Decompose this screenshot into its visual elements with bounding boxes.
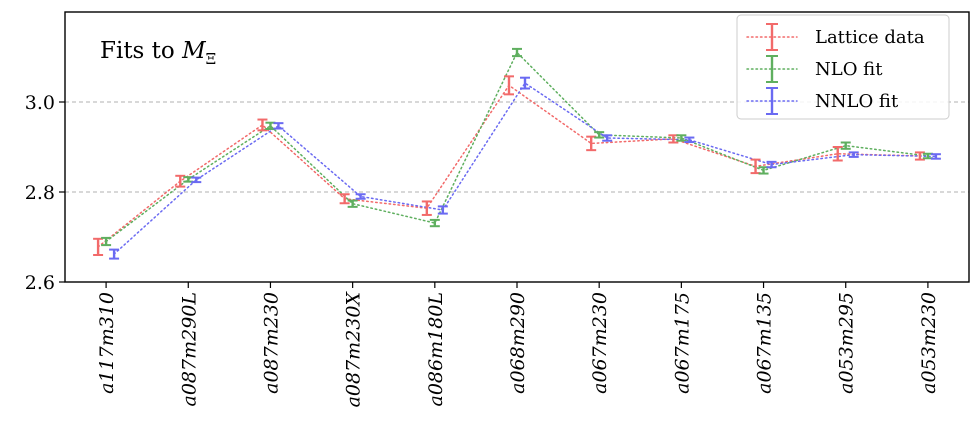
legend-item: NNLO fit bbox=[746, 87, 899, 115]
error-bar bbox=[191, 176, 202, 184]
error-bar bbox=[429, 218, 440, 228]
x-tick-label: a067m135 bbox=[754, 292, 776, 394]
legend-label: Lattice data bbox=[815, 27, 925, 48]
error-bar bbox=[421, 200, 432, 216]
x-tick-label: a117m310 bbox=[96, 292, 118, 394]
y-axis: 2.6 2.8 3.0 bbox=[25, 92, 65, 294]
series-line bbox=[105, 51, 929, 243]
y-tick-label: 3.0 bbox=[25, 92, 55, 114]
x-tick-label: a053m295 bbox=[836, 292, 858, 394]
error-bar bbox=[676, 134, 687, 142]
x-tick-label: a067m230 bbox=[589, 292, 611, 394]
error-bar bbox=[504, 75, 514, 96]
legend-label: NLO fit bbox=[815, 59, 883, 80]
legend-item: Lattice data bbox=[746, 23, 925, 51]
error-bar bbox=[273, 122, 284, 130]
series-line bbox=[113, 82, 937, 255]
grid bbox=[65, 101, 969, 193]
error-bar bbox=[766, 160, 777, 169]
error-bar bbox=[355, 193, 366, 200]
error-bars bbox=[93, 47, 941, 260]
legend-item: NLO fit bbox=[746, 55, 883, 83]
error-bar bbox=[832, 146, 843, 162]
error-bar bbox=[930, 153, 941, 160]
x-tick-label: a087m290L bbox=[178, 292, 200, 407]
x-tick-label: a086m180L bbox=[425, 292, 447, 407]
error-bar bbox=[175, 174, 186, 188]
error-bar bbox=[109, 248, 120, 260]
annotation-subscript: Ξ bbox=[206, 50, 217, 68]
error-bar bbox=[512, 47, 522, 58]
y-tick-label: 2.6 bbox=[25, 272, 55, 294]
annotation-prefix: Fits to bbox=[100, 38, 182, 64]
x-tick-label: a067m175 bbox=[671, 292, 693, 394]
annotation-symbol: M bbox=[181, 38, 207, 64]
legend-frame bbox=[736, 14, 950, 120]
error-bar bbox=[520, 76, 530, 90]
error-bar bbox=[594, 131, 605, 139]
x-tick-label: a068m290 bbox=[507, 292, 529, 394]
error-bar bbox=[347, 199, 358, 208]
error-bar bbox=[602, 134, 613, 142]
error-bar bbox=[914, 151, 925, 161]
error-bar bbox=[101, 236, 112, 247]
error-bar bbox=[840, 141, 851, 150]
legend-label: NNLO fit bbox=[815, 91, 899, 112]
annotation-text: Fits to MΞ bbox=[100, 38, 216, 68]
x-axis: a117m310 a087m290L a087m230 a087m230X a086m1… bbox=[96, 282, 940, 407]
error-bar bbox=[684, 136, 695, 144]
error-bar bbox=[848, 151, 859, 158]
x-tick-label: a087m230X bbox=[343, 291, 365, 408]
legend: Lattice data NLO fit NNLO fit bbox=[736, 14, 950, 120]
x-tick-label: a053m230 bbox=[918, 292, 940, 394]
error-bar bbox=[339, 193, 350, 205]
x-tick-label: a087m230 bbox=[260, 292, 282, 394]
error-bar bbox=[437, 205, 448, 215]
error-bar bbox=[257, 118, 268, 132]
y-tick-label: 2.8 bbox=[25, 182, 55, 204]
